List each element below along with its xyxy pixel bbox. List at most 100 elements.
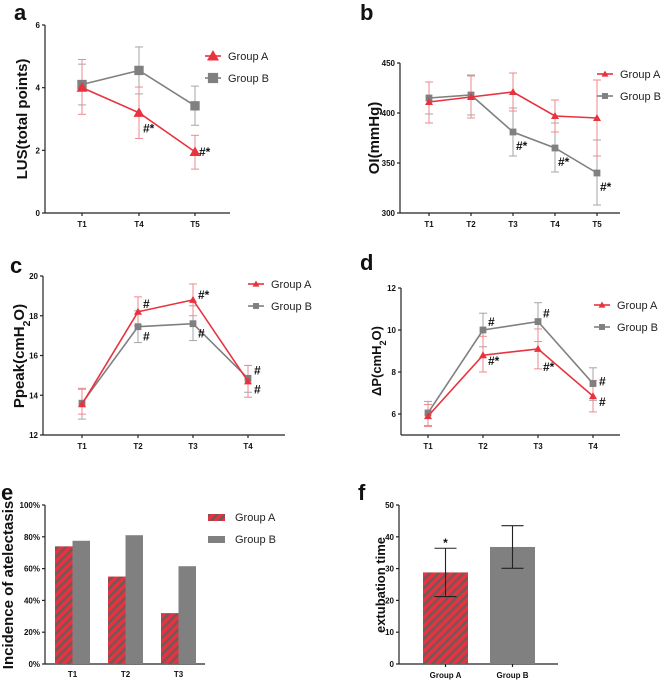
x-tick-label: Group B [497,671,529,680]
significance-marker: # [254,382,261,396]
triangle-marker [509,88,517,95]
y-tick-label: 30 [385,565,394,574]
x-tick-label: T1 [77,442,87,451]
legend-label: Group B [235,534,276,546]
y-tick-label: 60% [24,565,40,574]
x-tick-label: T5 [190,220,200,229]
x-tick-label: T4 [243,442,253,451]
panel-letter: e [1,480,13,505]
x-tick-label: T2 [478,442,488,451]
panel-a: 0 2 4 6a LUS(total points) T1 T4 T5 #* #* Group A G… [14,0,269,229]
significance-marker: # [143,330,150,344]
x-tick-label: T2 [133,442,143,451]
significance-marker: #* [198,288,210,302]
x-tick-label: T3 [188,442,198,451]
series-line-group-a [427,348,594,417]
x-tick-label: T4 [134,220,144,229]
square-marker [207,72,219,84]
significance-marker: #* [199,145,211,159]
square-marker [479,326,487,334]
significance-marker: #* [143,122,155,136]
series-line-group-b [81,322,249,404]
triangle-marker [425,98,433,105]
legend-label: Group A [620,69,661,81]
significance-marker: # [198,327,205,341]
significance-marker: # [543,307,550,321]
square-marker [551,144,559,152]
y-tick-label: 0 [36,209,41,218]
y-tick-label: 10 [385,628,394,637]
triangle-marker [133,107,145,117]
panel-letter: c [10,253,22,278]
x-tick-label: T1 [423,442,433,451]
significance-marker: #* [558,155,570,169]
y-tick-label: 50 [385,501,394,510]
triangle-marker [467,93,475,100]
y-tick-label: 10 [387,326,396,335]
significance-marker: # [143,297,150,311]
y-tick-label: 6 [36,21,41,30]
legend-label: Group B [228,73,269,85]
y-tick-label: 14 [29,391,38,400]
y-tick-label: 300 [382,209,396,218]
x-tick-label: T2 [121,670,131,679]
x-tick-label: T1 [68,670,78,679]
y-tick-label: 20 [29,272,38,281]
triangle-marker [534,344,542,352]
significance-marker: #* [600,180,612,194]
y-axis-label: OI(mmHg) [366,102,383,175]
y-tick-label: 40% [24,596,40,605]
y-tick-label: 18 [29,312,38,321]
triangle-marker [479,351,487,359]
legend-swatch [208,514,225,521]
x-tick-label: T1 [424,220,434,229]
square-marker [134,65,144,76]
x-tick-label: T4 [588,442,598,451]
legend-label: Group A [271,279,312,291]
panel-b: 300 350 400 450 b OI(mmHg) T1 T2 T3 T4 T5 #* #* #* Gro… [360,0,661,229]
panel-letter: f [358,480,366,505]
legend-label: Group B [620,91,661,103]
y-tick-label: 20 [385,596,394,605]
y-axis-label: Incidence of atelectasis [0,501,17,669]
significance-marker: #* [516,139,528,153]
y-tick-label: 12 [387,284,396,293]
y-tick-label: 2 [36,146,41,155]
triangle-marker [244,377,252,385]
y-tick-label: 16 [29,352,38,361]
triangle-marker [207,50,219,61]
panel-f: 0 10 20 30 40 50 f extubation time Group A * Group… [358,480,558,680]
triangle-marker [601,70,609,77]
series-line-group-b [427,320,594,414]
y-tick-label: 0% [28,660,40,669]
y-tick-label: 0 [390,660,395,669]
y-axis-label: extubation time [373,537,388,633]
panel-c: 12 14 16 18 20 c Ppeak(cmH2O) T1 T2 T3 T4 # #* # # # # Gr… [10,253,312,451]
square-marker [253,303,259,309]
legend-swatch [208,536,225,543]
y-axis-label: LUS(total points) [14,59,31,180]
legend-label: Group A [235,512,276,524]
triangle-marker [189,146,201,157]
triangle-marker [78,400,86,408]
bar-group-b [178,566,196,664]
square-marker [589,380,597,387]
significance-marker: # [254,363,261,377]
y-tick-label: 400 [382,109,396,118]
bar-group-a [108,576,126,664]
triangle-marker [424,412,432,420]
triangle-marker [76,82,88,92]
legend-label: Group A [228,51,269,63]
y-axis-label: ΔP(cmH2O) [369,326,388,396]
triangle-marker [252,280,260,287]
triangle-marker [189,295,197,303]
significance-marker: # [599,395,606,409]
bar-group-b [72,540,90,664]
square-marker [534,318,542,325]
square-marker [599,324,605,330]
y-tick-label: 40 [385,533,394,542]
y-axis-label: Ppeak(cmH2O) [11,304,33,408]
significance-marker: # [488,315,495,329]
x-tick-label: T3 [508,220,518,229]
